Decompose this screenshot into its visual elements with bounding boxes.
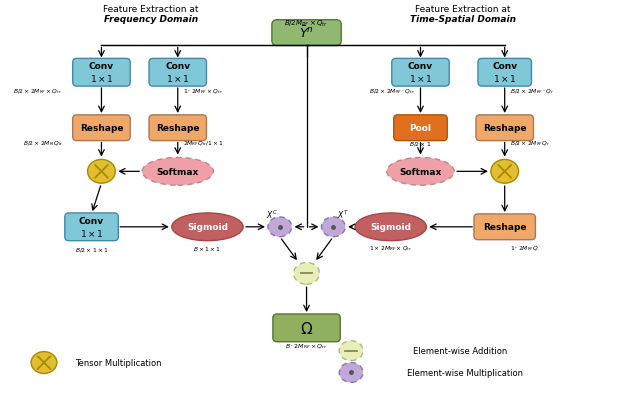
Ellipse shape — [321, 217, 345, 237]
Text: Softmax: Softmax — [399, 167, 442, 176]
Ellipse shape — [31, 352, 57, 373]
Text: $\bar{Y}^n$: $\bar{Y}^n$ — [299, 26, 314, 41]
Text: $B/2\times2M_{RF}Q_r$: $B/2\times2M_{RF}Q_r$ — [510, 139, 550, 147]
Text: $B/2M_{RF}\times Q_{tr}$: $B/2M_{RF}\times Q_{tr}$ — [285, 19, 329, 29]
Ellipse shape — [268, 217, 291, 237]
Text: $B\cdot2M_{RF}\times Q_{tr}$: $B\cdot2M_{RF}\times Q_{tr}$ — [286, 342, 328, 350]
Text: Element-wise Multiplication: Element-wise Multiplication — [407, 368, 523, 377]
FancyBboxPatch shape — [73, 116, 130, 141]
FancyBboxPatch shape — [392, 59, 449, 87]
Ellipse shape — [355, 214, 426, 241]
Text: Conv
$1\times1$: Conv $1\times1$ — [89, 62, 114, 84]
FancyBboxPatch shape — [476, 116, 534, 141]
FancyBboxPatch shape — [65, 214, 119, 241]
FancyBboxPatch shape — [272, 21, 341, 46]
Text: $B/2\times2M_{RF}\cdot Q_r$: $B/2\times2M_{RF}\cdot Q_r$ — [510, 88, 554, 96]
Ellipse shape — [172, 214, 243, 241]
Ellipse shape — [491, 160, 519, 184]
Ellipse shape — [339, 341, 363, 361]
Text: Conv
$1\times1$: Conv $1\times1$ — [408, 62, 433, 84]
Text: Element-wise Addition: Element-wise Addition — [413, 347, 507, 355]
Text: Reshape: Reshape — [156, 124, 200, 133]
FancyBboxPatch shape — [149, 59, 207, 87]
Ellipse shape — [142, 158, 213, 186]
FancyBboxPatch shape — [273, 314, 340, 342]
Text: Sigmoid: Sigmoid — [370, 223, 411, 232]
Text: Sigmoid: Sigmoid — [187, 223, 228, 232]
Text: $\Omega$: $\Omega$ — [300, 320, 313, 336]
Text: Softmax: Softmax — [157, 167, 199, 176]
Text: $1\times2M_{RF}\times Q_{tr}$: $1\times2M_{RF}\times Q_{tr}$ — [369, 244, 412, 252]
FancyBboxPatch shape — [73, 59, 130, 87]
Text: $B/2\times2M_{RF}\times Q_{tr}$: $B/2\times2M_{RF}\times Q_{tr}$ — [12, 88, 62, 96]
Text: Feature Extraction at: Feature Extraction at — [416, 5, 511, 14]
Text: $B/2\times1$: $B/2\times1$ — [409, 139, 432, 147]
FancyBboxPatch shape — [474, 214, 535, 240]
Text: $B/2\times2M_{RF}\cdot Q_{tr}$: $B/2\times2M_{RF}\cdot Q_{tr}$ — [369, 88, 416, 96]
Text: Pool: Pool — [409, 124, 431, 133]
Text: Tensor Multiplication: Tensor Multiplication — [75, 358, 162, 367]
Text: $B/2\times2M_{RI}Q_{tr}$: $B/2\times2M_{RI}Q_{tr}$ — [23, 139, 64, 147]
FancyBboxPatch shape — [149, 116, 207, 141]
Text: $B\times1\times1$: $B\times1\times1$ — [193, 244, 222, 252]
Text: Frequency Domain: Frequency Domain — [104, 15, 198, 24]
Ellipse shape — [339, 363, 363, 382]
Text: Reshape: Reshape — [483, 124, 527, 133]
FancyBboxPatch shape — [478, 59, 532, 87]
Text: $B/2\times1\times1$: $B/2\times1\times1$ — [75, 245, 109, 253]
Text: $X^T$: $X^T$ — [337, 208, 349, 221]
Text: $1\cdot2M_{RF}Q_.$: $1\cdot2M_{RF}Q_.$ — [510, 244, 540, 252]
Text: $X^C$: $X^C$ — [266, 208, 278, 221]
Text: $1\cdot2M_{RF}\times Q_{tr}$: $1\cdot2M_{RF}\times Q_{tr}$ — [183, 88, 223, 96]
Text: Feature Extraction at: Feature Extraction at — [103, 5, 199, 14]
Ellipse shape — [387, 158, 454, 186]
Text: Conv
$1\times1$: Conv $1\times1$ — [165, 62, 190, 84]
Ellipse shape — [87, 160, 115, 184]
Text: Reshape: Reshape — [483, 223, 527, 232]
Ellipse shape — [294, 263, 319, 285]
FancyBboxPatch shape — [394, 116, 447, 141]
Text: Conv
$1\times1$: Conv $1\times1$ — [492, 62, 517, 84]
Text: Reshape: Reshape — [80, 124, 123, 133]
Text: Time-Spatial Domain: Time-Spatial Domain — [410, 15, 516, 24]
Text: Conv
$1\times1$: Conv $1\times1$ — [79, 216, 104, 238]
Text: $2M_{RF}Q_{tr}/1\times1$: $2M_{RF}Q_{tr}/1\times1$ — [183, 139, 224, 147]
